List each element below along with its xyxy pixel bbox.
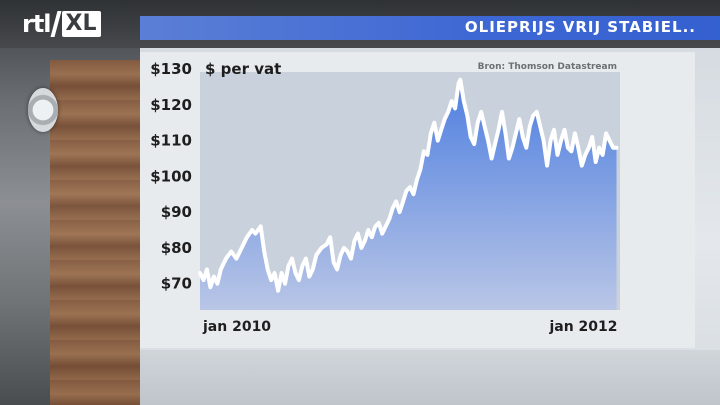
headline-bar: OLIEPRIJS VRIJ STABIEL..: [140, 16, 720, 40]
channel-logo: rtl XL: [22, 9, 101, 39]
price-line: [198, 77, 619, 293]
logo-xl-badge: XL: [61, 11, 101, 37]
oil-barrel: [50, 60, 145, 405]
bottom-strip: [140, 350, 720, 405]
y-tick-label: $70: [161, 275, 192, 293]
y-tick-label: $130: [150, 60, 192, 78]
y-tick-label: $120: [150, 96, 192, 114]
x-tick-label: jan 2010: [202, 319, 271, 335]
barrel-cap: [28, 88, 58, 132]
price-area: [200, 79, 617, 310]
source-label: Bron: Thomson Datastream: [478, 62, 617, 72]
y-axis-label: $ per vat: [205, 60, 281, 78]
y-tick-label: $90: [161, 203, 192, 221]
headline-title: OLIEPRIJS VRIJ STABIEL..: [464, 18, 696, 36]
y-tick-label: $80: [161, 239, 192, 257]
y-tick-label: $110: [150, 132, 192, 150]
x-tick-label: jan 2012: [548, 319, 617, 335]
y-tick-label: $100: [150, 167, 192, 185]
logo-rtl-text: rtl: [22, 10, 52, 38]
